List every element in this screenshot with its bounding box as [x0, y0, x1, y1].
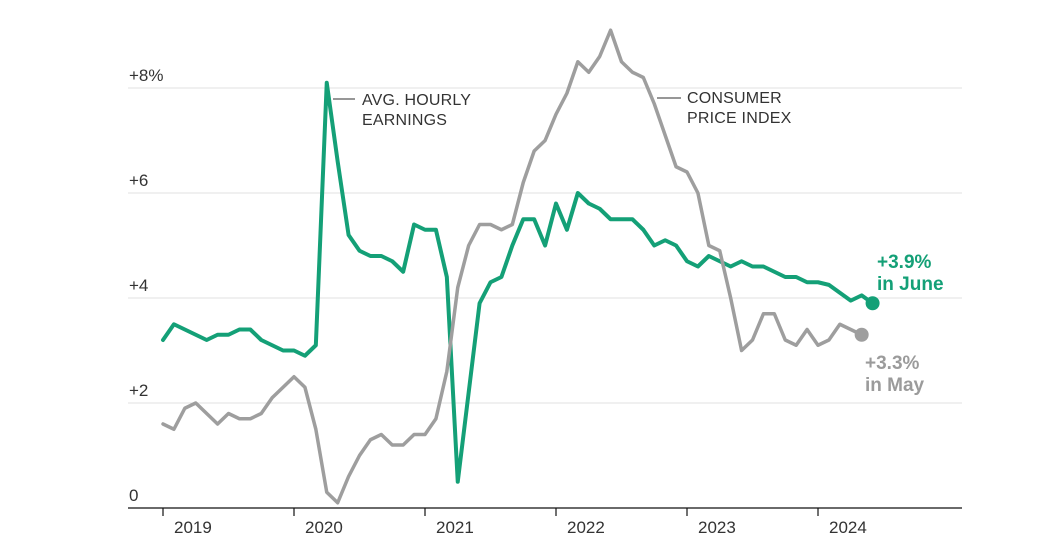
- y-tick-label-0: 0: [129, 486, 138, 505]
- x-tick-label-2024: 2024: [829, 518, 867, 537]
- y-tick-label-6: +6: [129, 171, 148, 190]
- consumer-price-index-line: [161, 28, 864, 505]
- x-tick-label-2021: 2021: [436, 518, 474, 537]
- avg-hourly-earnings-line: [161, 80, 875, 484]
- cpi-annotation-line1: CONSUMER: [687, 90, 782, 107]
- avg-hourly-earnings-end-dot: [865, 296, 880, 311]
- earnings-annotation-line2: EARNINGS: [362, 112, 447, 129]
- x-axis: [128, 507, 962, 516]
- consumer-price-index-end-dot: [854, 327, 869, 342]
- earnings-annotation-line1: AVG. HOURLY: [362, 92, 471, 109]
- cpi-annotation-line2: PRICE INDEX: [687, 110, 792, 127]
- series-lines: [161, 28, 880, 505]
- x-tick-label-2022: 2022: [567, 518, 605, 537]
- cpi-end-label-value: +3.3%: [865, 353, 920, 374]
- x-tick-label-2020: 2020: [305, 518, 343, 537]
- y-tick-label-8: +8%: [129, 66, 164, 85]
- y-tick-label-2: +2: [129, 381, 148, 400]
- x-tick-label-2023: 2023: [698, 518, 736, 537]
- y-tick-label-4: +4: [129, 276, 148, 295]
- earnings-end-label-period: in June: [877, 274, 944, 295]
- cpi-end-label-period: in May: [865, 375, 925, 396]
- x-tick-label-2019: 2019: [174, 518, 212, 537]
- earnings-end-label-value: +3.9%: [877, 252, 932, 273]
- gridlines: [128, 87, 962, 404]
